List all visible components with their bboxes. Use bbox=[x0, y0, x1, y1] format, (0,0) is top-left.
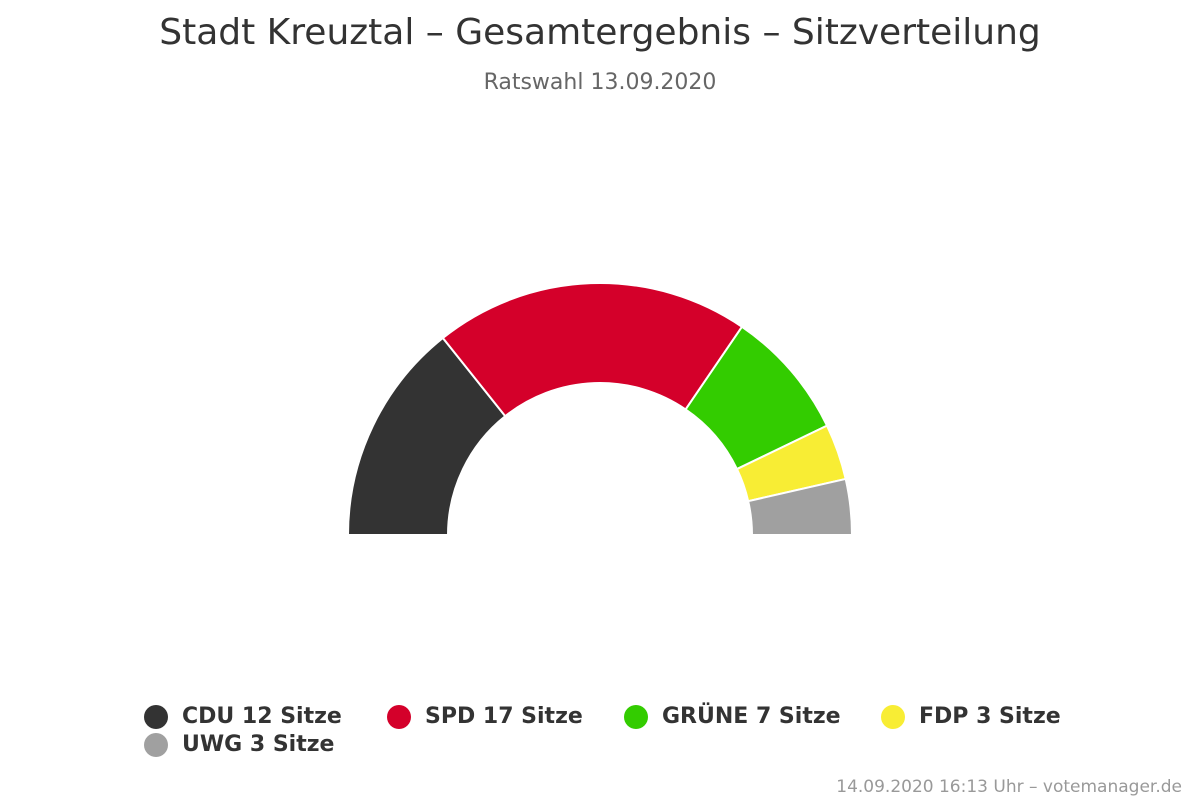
chart-title: Stadt Kreuztal – Gesamtergebnis – Sitzve… bbox=[159, 12, 1041, 53]
legend-label-cdu: CDU 12 Sitze bbox=[182, 704, 342, 729]
legend-item-uwg[interactable]: UWG 3 Sitze bbox=[144, 732, 334, 757]
slice-uwg[interactable] bbox=[747, 477, 853, 536]
legend-item-fdp[interactable]: FDP 3 Sitze bbox=[881, 704, 1061, 729]
credits-text[interactable]: 14.09.2020 16:13 Uhr – votemanager.de bbox=[836, 777, 1182, 797]
legend-dot-cdu bbox=[144, 704, 168, 729]
legend-label-fdp: FDP 3 Sitze bbox=[919, 704, 1061, 729]
chart-subtitle: Ratswahl 13.09.2020 bbox=[483, 70, 717, 95]
legend-dot-uwg bbox=[144, 732, 168, 757]
legend-item-spd[interactable]: SPD 17 Sitze bbox=[387, 704, 583, 729]
legend-label-uwg: UWG 3 Sitze bbox=[182, 732, 335, 757]
legend-dot-gruene bbox=[624, 704, 648, 729]
legend-label-spd: SPD 17 Sitze bbox=[425, 704, 583, 729]
legend-label-gruene: GRÜNE 7 Sitze bbox=[662, 704, 841, 729]
slice-spd[interactable] bbox=[441, 282, 743, 418]
legend-dot-fdp bbox=[881, 704, 905, 729]
legend-item-gruene[interactable]: GRÜNE 7 Sitze bbox=[624, 704, 841, 729]
legend-dot-spd bbox=[387, 704, 411, 729]
legend-item-cdu[interactable]: CDU 12 Sitze bbox=[144, 704, 342, 729]
